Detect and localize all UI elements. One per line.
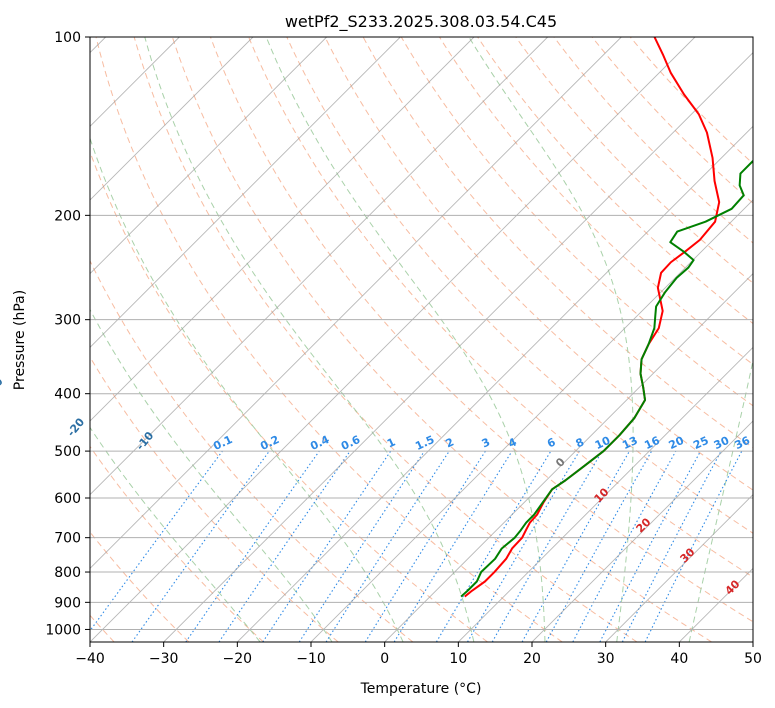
moist-adiabat-line: [90, 426, 261, 642]
sounding-profiles: [460, 37, 753, 598]
mixing-ratio-label: 16: [642, 434, 662, 452]
moist-adiabat-line: [265, 37, 546, 642]
moist-adiabat-line: [90, 308, 333, 642]
x-tick-label: −10: [296, 651, 326, 667]
x-tick-label: −40: [75, 651, 105, 667]
x-tick-label: −20: [223, 651, 253, 667]
isotherm-line: [90, 37, 327, 275]
dry-adiabat-line: [90, 259, 414, 642]
y-tick-label: 400: [54, 387, 81, 403]
y-tick-label: 700: [54, 531, 81, 547]
y-axis: 100 200 300 400 500 600 700 800 900 1000: [45, 30, 90, 638]
mixing-ratio-line: [521, 450, 630, 642]
dry-adiabat-line: [477, 37, 753, 325]
mixing-ratio-line: [185, 450, 320, 642]
y-tick-label: 800: [54, 565, 81, 581]
y-tick-label: 600: [54, 491, 81, 507]
isotherm-line: [163, 52, 753, 642]
mixing-ratio-line: [90, 450, 223, 632]
isotherm-line: [90, 37, 401, 348]
mixing-ratio-line: [491, 450, 603, 642]
isotherm-line: [458, 346, 753, 642]
y-tick-label: 100: [54, 30, 81, 46]
mixing-ratio-label: 30: [712, 434, 732, 452]
mixing-ratio-label: 25: [691, 434, 710, 452]
x-tick-label: −30: [149, 651, 179, 667]
x-tick-label: 0: [380, 651, 389, 667]
isotherm-line: [90, 37, 254, 201]
mixing-ratio-line: [572, 450, 677, 642]
dry-adiabat-line: [210, 37, 753, 623]
dry-adiabat-line: [400, 37, 753, 407]
isotherm-line: [90, 37, 696, 642]
dewpoint-profile-line: [460, 159, 753, 598]
isotherm-line: [531, 420, 753, 642]
mixing-ratio-label: 10: [593, 434, 613, 452]
isotherm-line: [384, 273, 753, 642]
mixing-ratio-label: 20: [667, 434, 687, 452]
x-axis: −40 −30 −20 −10 0 10 20 30 40 50: [75, 642, 762, 667]
dry-adiabat-line: [95, 37, 563, 642]
moist-adiabat-line: [144, 37, 475, 642]
grid-lines: [90, 37, 753, 642]
isotherm-line: [237, 125, 753, 642]
mixing-ratio-label: 36: [733, 434, 753, 452]
x-tick-label: 30: [597, 651, 615, 667]
y-tick-label: 300: [54, 313, 81, 329]
y-axis-label: Pressure (hPa): [12, 290, 28, 390]
dry-adiabat-line: [133, 37, 638, 642]
mixing-ratio-label: 13: [620, 434, 639, 452]
mixing-ratio-line: [393, 450, 513, 642]
dry-adiabat-line: [629, 37, 753, 165]
dry-adiabat-line: [591, 37, 753, 204]
dry-adiabat-line: [324, 37, 753, 491]
mixing-ratio-line: [218, 450, 351, 642]
x-tick-label: 50: [744, 651, 762, 667]
chart-title: wetPf2_S233.2025.308.03.54.C45: [285, 12, 557, 32]
isotherm-line: [90, 37, 475, 422]
dry-adiabat-line: [248, 37, 753, 578]
y-tick-label: 1000: [45, 622, 81, 638]
y-tick-label: 200: [54, 208, 81, 224]
x-axis-label: Temperature (°C): [360, 681, 482, 697]
dry-adiabat-line: [90, 445, 264, 642]
isotherm-line: [605, 494, 753, 642]
mixing-ratio-line: [325, 450, 450, 642]
moist-adiabat-line: [90, 136, 404, 642]
plot-frame: [89, 36, 754, 643]
y-tick-label: 500: [54, 444, 81, 460]
y-tick-label: 900: [54, 595, 81, 611]
x-tick-label: 20: [523, 651, 541, 667]
isotherm-line: [310, 199, 753, 642]
dry-adiabat-line: [171, 37, 712, 642]
mixing-ratio-line: [435, 450, 552, 642]
mixing-ratio-line: [131, 450, 270, 642]
x-tick-label: 10: [449, 651, 467, 667]
moist-adiabat-line: [688, 358, 753, 642]
mixing-ratio-line: [364, 450, 486, 642]
plot-area: [90, 37, 753, 642]
dry-adiabat-line: [515, 37, 753, 284]
isotherm-line: [90, 37, 548, 496]
x-tick-label: 40: [670, 651, 688, 667]
isotherm-line: [90, 37, 622, 569]
